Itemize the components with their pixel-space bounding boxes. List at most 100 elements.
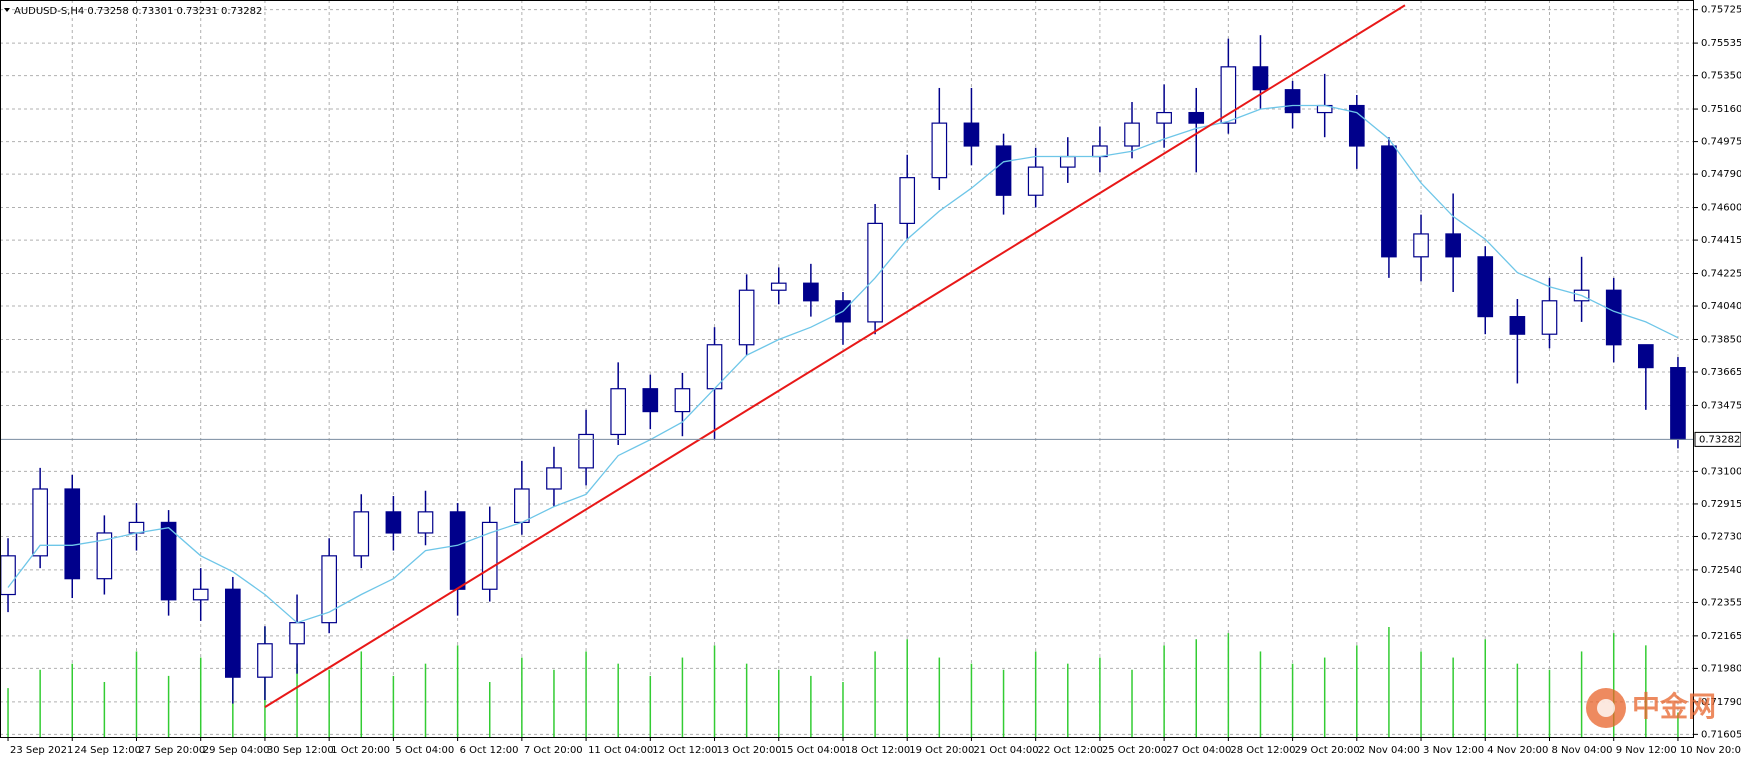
x-tick-label: 8 Nov 04:00 <box>1551 745 1612 756</box>
candle-body <box>385 511 402 534</box>
candle <box>1509 299 1526 384</box>
y-tick-label: 0.75350 <box>1701 71 1741 82</box>
chart-title: AUDUSD-S,H4 0.73258 0.73301 0.73231 0.73… <box>14 6 262 17</box>
y-tick-label: 0.71605 <box>1701 729 1741 740</box>
candle-body <box>417 511 434 534</box>
watermark: 中金网 <box>1632 690 1716 723</box>
candle-body <box>1509 316 1526 335</box>
candle-body <box>578 433 594 469</box>
candle <box>1638 344 1654 410</box>
x-tick-label: 27 Sep 20:00 <box>138 745 205 756</box>
candle-body <box>1220 66 1237 124</box>
candle <box>0 538 16 613</box>
candle-body <box>321 555 337 624</box>
candle <box>1477 246 1494 335</box>
candle <box>803 263 819 317</box>
x-tick-label: 1 Oct 20:00 <box>331 745 390 756</box>
candle-body <box>738 289 755 346</box>
y-tick-label: 0.72730 <box>1701 531 1741 542</box>
candle <box>321 538 337 634</box>
candle-body <box>899 177 916 224</box>
candle-body <box>931 122 948 179</box>
candle-body <box>160 521 177 601</box>
candle-body <box>1156 111 1172 124</box>
trendline <box>264 4 1406 708</box>
candle-body <box>449 511 466 590</box>
candle-body <box>963 122 980 147</box>
x-tick-label: 7 Oct 20:00 <box>524 745 583 756</box>
candle <box>1124 102 1140 159</box>
y-tick-label: 0.74040 <box>1701 301 1741 312</box>
candle-body <box>96 532 113 580</box>
price-label: 0.73282 <box>1699 434 1740 445</box>
moving-average <box>7 104 1679 624</box>
candle-body <box>32 488 48 557</box>
candle-body <box>224 588 241 678</box>
candle <box>963 87 980 166</box>
candle-body <box>1027 166 1044 196</box>
candle-body <box>867 222 883 323</box>
candle <box>674 372 691 437</box>
candle-body <box>642 388 659 413</box>
y-tick-label: 0.71790 <box>1701 697 1741 708</box>
y-tick-label: 0.74600 <box>1701 203 1741 214</box>
x-tick-label: 6 Oct 12:00 <box>460 745 519 756</box>
candle <box>353 494 370 569</box>
candle <box>385 496 402 551</box>
candle-body <box>1638 344 1654 369</box>
candle <box>995 133 1012 215</box>
y-tick-label: 0.73665 <box>1701 367 1741 378</box>
candle-body <box>995 145 1012 196</box>
candle <box>578 409 594 486</box>
y-tick-label: 0.71980 <box>1701 663 1741 674</box>
candle <box>224 576 241 704</box>
x-tick-label: 24 Sep 12:00 <box>74 745 141 756</box>
candle <box>1027 147 1044 208</box>
candle-body <box>706 344 723 390</box>
candle <box>738 274 755 356</box>
plot-border <box>0 0 1694 738</box>
candle-body <box>546 467 562 490</box>
x-tick-label: 12 Oct 12:00 <box>652 745 717 756</box>
candle <box>1670 357 1686 449</box>
candle <box>257 626 273 701</box>
candle <box>1188 87 1205 173</box>
x-tick-label: 2 Nov 04:00 <box>1359 745 1420 756</box>
x-tick-label: 29 Sep 04:00 <box>203 745 270 756</box>
candle <box>610 362 627 446</box>
x-tick-label: 21 Oct 04:00 <box>973 745 1038 756</box>
candle-body <box>770 282 787 291</box>
candle-body <box>257 643 273 678</box>
candle-body <box>1670 367 1686 440</box>
y-tick-label: 0.72540 <box>1701 565 1741 576</box>
y-tick-label: 0.75535 <box>1701 38 1741 49</box>
candle-body <box>1381 145 1397 258</box>
candle-body <box>1445 233 1461 258</box>
y-tick-label: 0.72165 <box>1701 631 1741 642</box>
candle-body <box>1413 233 1429 258</box>
x-tick-label: 9 Nov 12:00 <box>1616 745 1677 756</box>
x-tick-label: 19 Oct 20:00 <box>909 745 974 756</box>
candle-body <box>1541 300 1558 335</box>
x-tick-label: 28 Oct 12:00 <box>1230 745 1295 756</box>
candle-body <box>289 622 305 645</box>
y-tick-label: 0.74790 <box>1701 169 1741 180</box>
candle-body <box>610 388 627 436</box>
logo-inner <box>1597 699 1615 717</box>
candle-body <box>674 388 691 413</box>
x-tick-label: 23 Sep 2021 <box>10 745 73 756</box>
candle <box>1156 84 1172 148</box>
x-tick-label: 4 Nov 20:00 <box>1487 745 1548 756</box>
candle-body <box>1252 66 1269 91</box>
x-tick-label: 13 Oct 20:00 <box>717 745 782 756</box>
candle <box>1605 277 1622 363</box>
candle-body <box>1605 289 1622 346</box>
candle <box>64 474 81 599</box>
candle <box>899 154 916 240</box>
watermark-logo: 中金网 <box>1586 688 1716 728</box>
candle-body <box>481 521 498 590</box>
candle <box>931 87 948 190</box>
candle <box>546 446 562 507</box>
candle-body <box>1284 89 1301 114</box>
